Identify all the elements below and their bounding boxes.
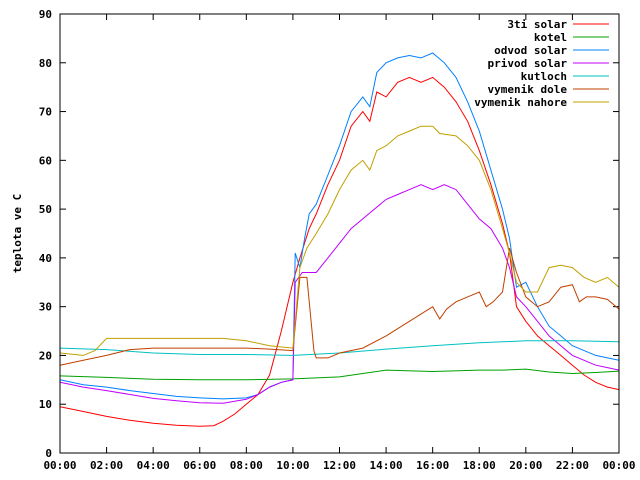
series-lines	[59, 52, 620, 427]
x-tick-label: 16:00	[416, 459, 449, 472]
x-tick-label: 18:00	[463, 459, 496, 472]
y-tick-label: 60	[39, 154, 52, 167]
x-tick-label: 22:00	[556, 459, 589, 472]
x-tick-label: 10:00	[276, 459, 309, 472]
series-line-5	[59, 247, 620, 366]
y-tick-label: 70	[39, 106, 52, 119]
legend-label: vymenik nahore	[474, 96, 567, 109]
x-tick-label: 04:00	[137, 459, 170, 472]
series-line-1	[59, 368, 620, 381]
x-tick-label: 00:00	[43, 459, 76, 472]
legend-label: kotel	[534, 31, 567, 44]
x-tick-label: 12:00	[323, 459, 356, 472]
y-tick-label: 20	[39, 349, 52, 362]
series-line-3	[59, 184, 620, 404]
legend-label: vymenik dole	[488, 83, 568, 96]
x-tick-label: 00:00	[602, 459, 635, 472]
series-line-6	[59, 125, 620, 356]
y-tick-label: 40	[39, 252, 52, 265]
x-tick-label: 20:00	[509, 459, 542, 472]
legend-label: kutloch	[521, 70, 567, 83]
plot-frame	[59, 13, 620, 454]
y-tick-label: 30	[39, 301, 52, 314]
legend-label: odvod solar	[494, 44, 567, 57]
y-tick-label: 10	[39, 398, 52, 411]
y-tick-label: 50	[39, 203, 52, 216]
y-tick-label: 80	[39, 57, 52, 70]
legend-label: 3ti solar	[507, 18, 567, 31]
y-tick-label: 0	[45, 447, 52, 460]
x-tick-label: 14:00	[370, 459, 403, 472]
x-tick-label: 06:00	[183, 459, 216, 472]
series-line-2	[59, 52, 620, 400]
x-tick-label: 08:00	[230, 459, 263, 472]
y-tick-label: 90	[39, 8, 52, 21]
x-tick-label: 02:00	[90, 459, 123, 472]
axis-ticks: 0 10 20 30 40 50 60 70 80 90 00:00 02:00 04:00 06:00 0…	[39, 8, 636, 472]
legend-label: privod solar	[488, 57, 568, 70]
y-axis-label: teplota ve C	[11, 194, 24, 273]
series-line-0	[59, 76, 620, 427]
